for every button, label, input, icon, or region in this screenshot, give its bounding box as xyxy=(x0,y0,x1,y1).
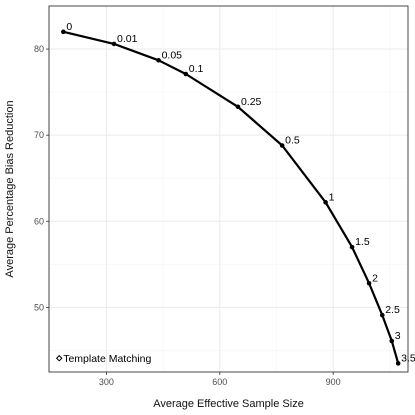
x-tick-label: 900 xyxy=(326,377,341,387)
x-tick-label: 600 xyxy=(212,377,227,387)
data-point xyxy=(235,104,241,110)
grid xyxy=(49,5,408,372)
data-point xyxy=(389,338,395,344)
annotation-label: Template Matching xyxy=(63,353,151,365)
data-label: 0.1 xyxy=(189,63,204,75)
y-axis-title: Average Percentage Bias Reduction xyxy=(4,100,16,277)
data-label: 2 xyxy=(372,272,378,284)
y-tick-label: 70 xyxy=(34,130,44,140)
series-line xyxy=(62,30,400,365)
data-label: 1.5 xyxy=(355,236,370,248)
data-point xyxy=(111,41,117,47)
data-point xyxy=(279,143,285,148)
data-point xyxy=(366,280,372,286)
data-label: 0 xyxy=(66,21,72,33)
axis-ticks: 300 600 900 50 60 70 80 xyxy=(34,44,341,387)
data-point xyxy=(349,244,355,250)
diamond-marker xyxy=(55,354,63,362)
x-tick-label: 300 xyxy=(99,377,114,387)
data-label: 0.01 xyxy=(117,33,138,45)
data-label: 3 xyxy=(395,330,401,342)
y-tick-label: 50 xyxy=(34,302,44,312)
data-label: 1 xyxy=(329,191,335,203)
y-tick-label: 80 xyxy=(34,44,44,54)
series-layer: 0 0.01 0.05 0.1 0.25 0.5 1 1.5 2 2.5 33.5 xyxy=(61,21,415,366)
data-label: 0.05 xyxy=(162,49,183,61)
y-tick-label: 60 xyxy=(34,216,44,226)
annotation-layer: Template Matching xyxy=(55,353,151,365)
data-point xyxy=(395,361,401,366)
data-label: 2.5 xyxy=(385,304,400,316)
data-point xyxy=(380,312,385,318)
data-point xyxy=(61,29,66,35)
x-axis-title: Average Effective Sample Size xyxy=(153,398,304,410)
data-label: 0.25 xyxy=(241,96,262,108)
data-label: 3.5 xyxy=(401,352,415,364)
data-point xyxy=(183,71,189,77)
panel-border xyxy=(48,5,409,373)
data-point xyxy=(156,57,161,63)
data-point xyxy=(323,200,328,205)
data-label: 0.5 xyxy=(285,135,300,147)
